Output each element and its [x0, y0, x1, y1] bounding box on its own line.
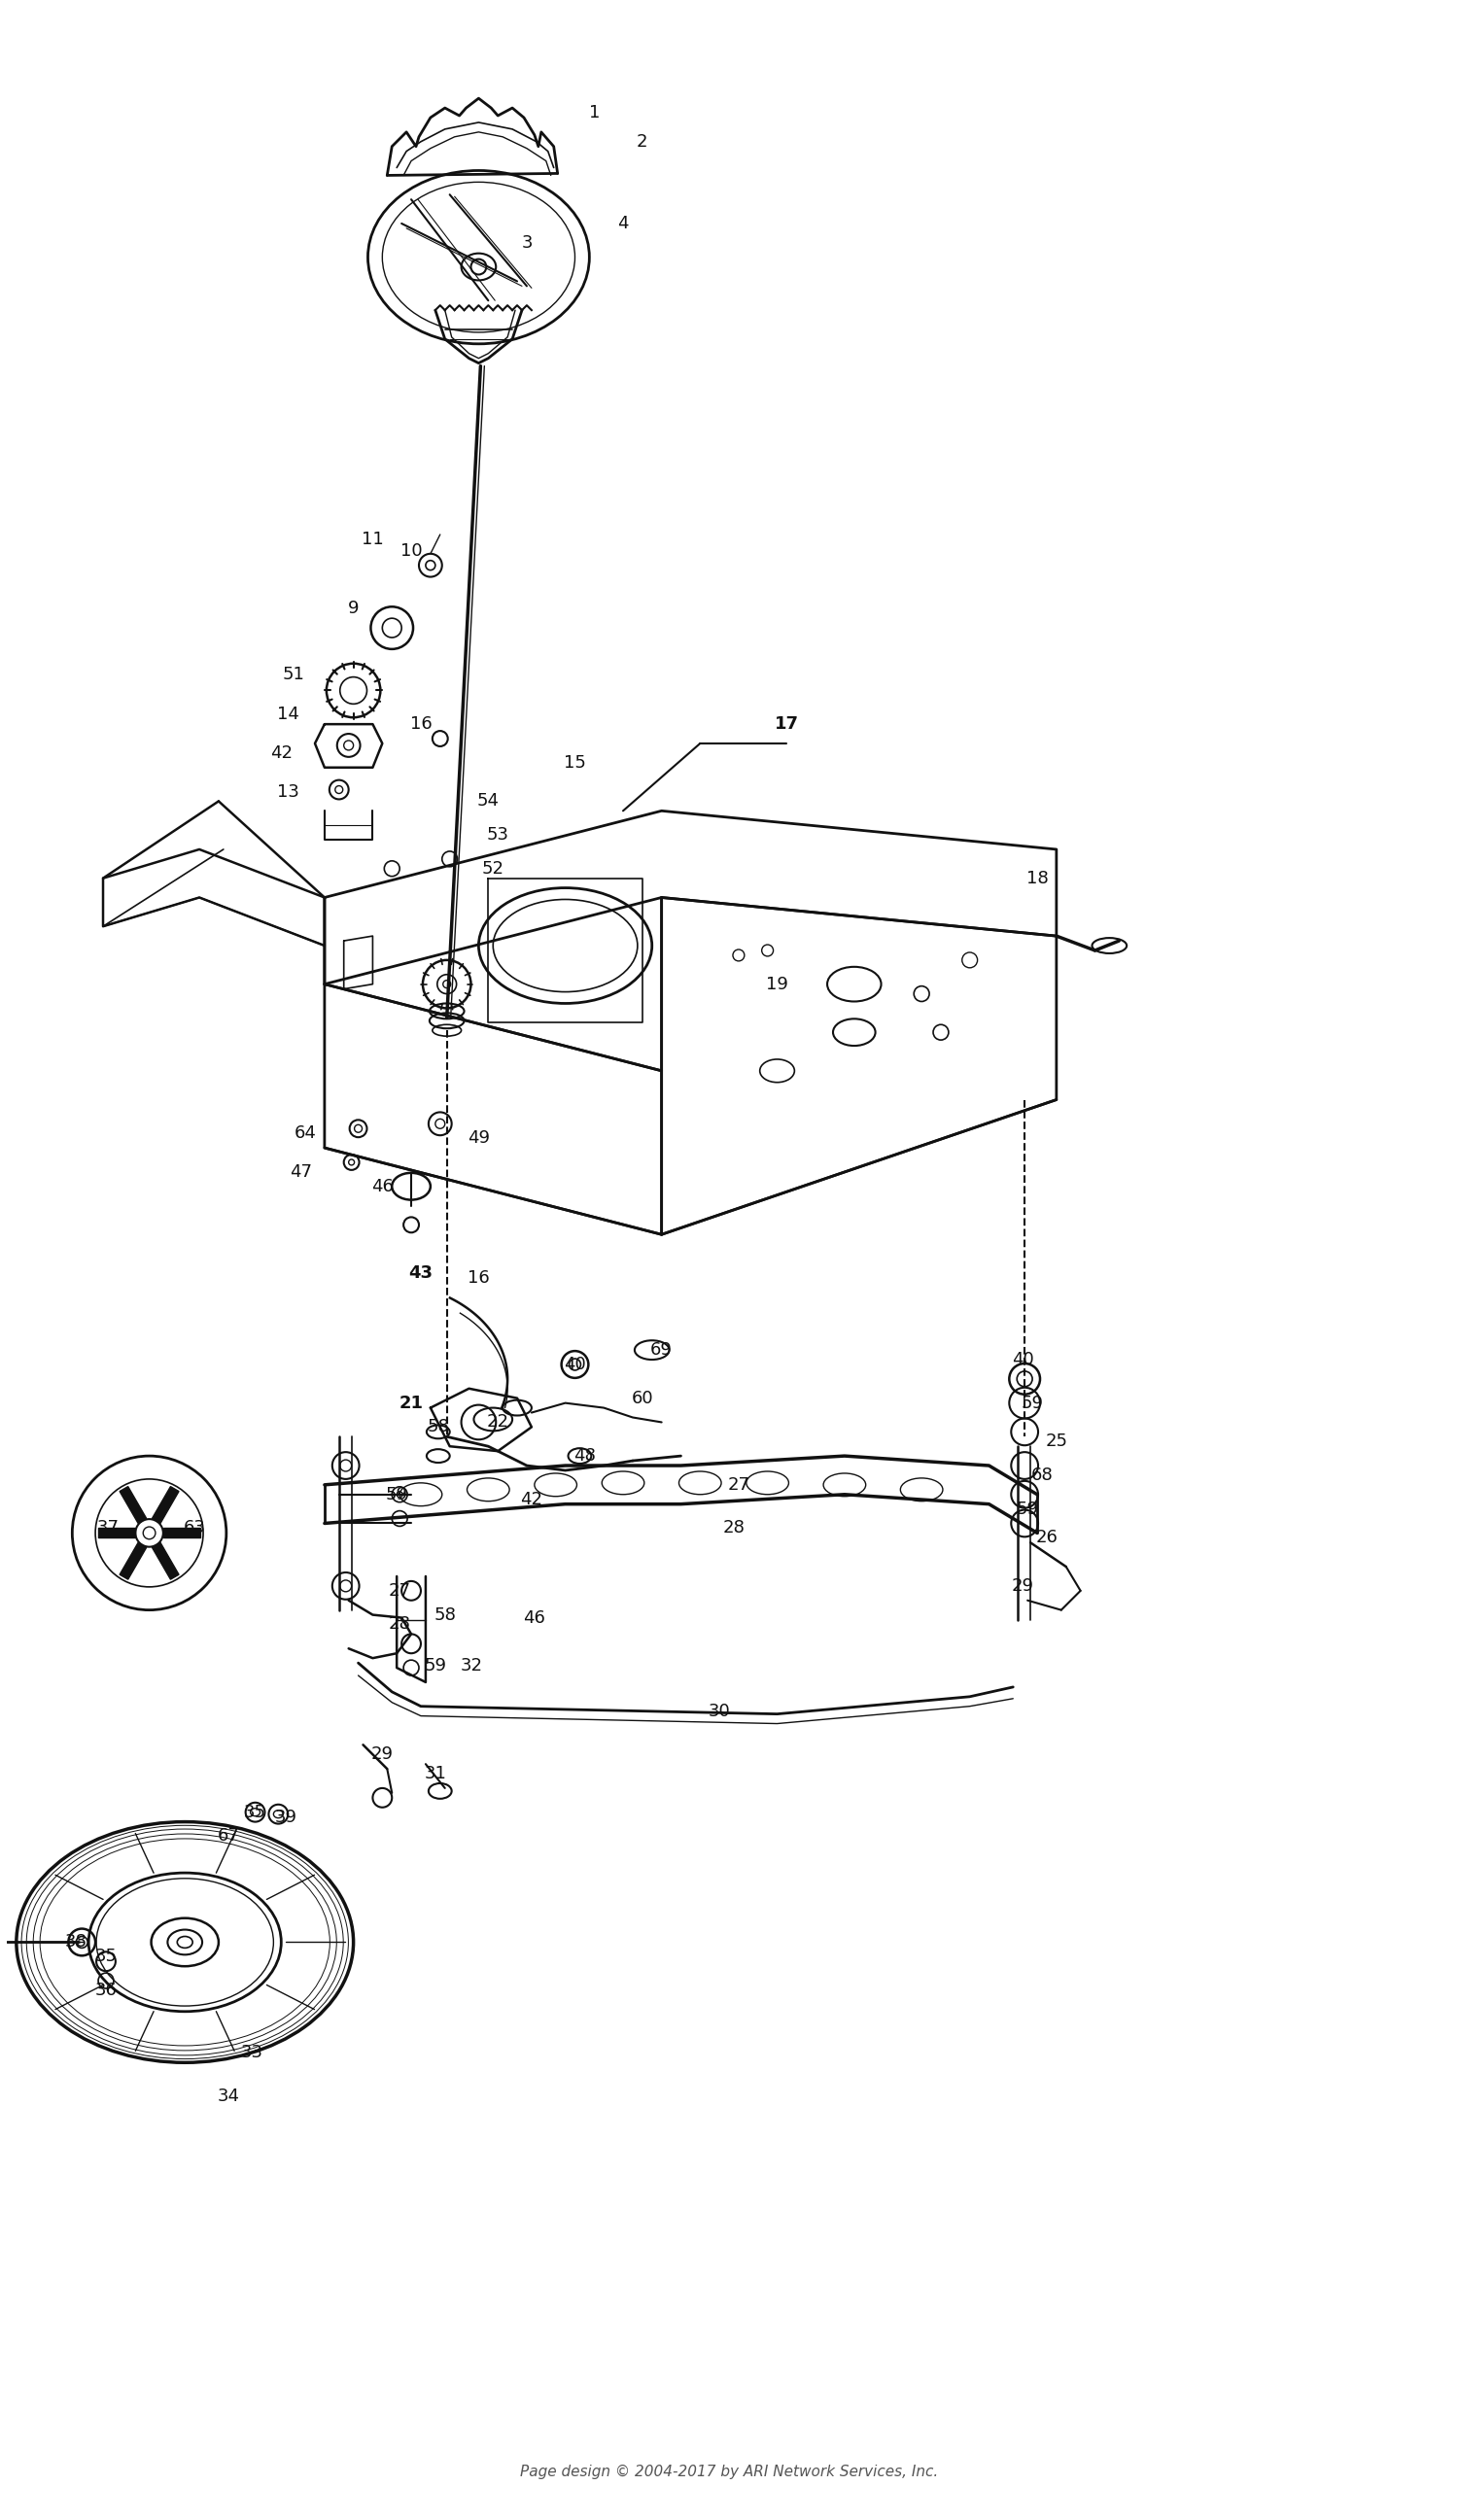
Text: 59: 59 — [1021, 1394, 1044, 1411]
Text: 69: 69 — [650, 1341, 672, 1358]
Text: 53: 53 — [487, 827, 509, 844]
Text: 54: 54 — [477, 791, 500, 809]
Text: 19: 19 — [765, 975, 789, 993]
Polygon shape — [163, 1527, 200, 1537]
Text: 68: 68 — [1031, 1467, 1053, 1484]
Text: 46: 46 — [523, 1608, 545, 1625]
Text: 33: 33 — [241, 2044, 264, 2061]
Text: 29: 29 — [372, 1746, 394, 1764]
Polygon shape — [120, 1487, 146, 1525]
Text: 63: 63 — [184, 1520, 206, 1537]
Text: 10: 10 — [399, 542, 423, 559]
Text: 51: 51 — [283, 665, 305, 683]
Polygon shape — [120, 1542, 146, 1580]
Text: 47: 47 — [289, 1164, 312, 1182]
Polygon shape — [152, 1487, 179, 1525]
Text: 59: 59 — [385, 1487, 408, 1504]
Text: 40: 40 — [1012, 1351, 1034, 1368]
Text: 59: 59 — [424, 1658, 446, 1676]
Text: 29: 29 — [1012, 1578, 1034, 1595]
Text: 36: 36 — [95, 1981, 117, 1998]
Text: 34: 34 — [217, 2087, 239, 2104]
Text: 43: 43 — [408, 1265, 433, 1283]
Text: 30: 30 — [709, 1704, 730, 1719]
Text: 25: 25 — [1045, 1434, 1067, 1449]
Text: 16: 16 — [468, 1270, 490, 1288]
Text: 39: 39 — [276, 1809, 297, 1827]
Text: 52: 52 — [483, 859, 504, 877]
Text: 49: 49 — [468, 1129, 490, 1147]
Polygon shape — [152, 1542, 179, 1580]
Text: 35: 35 — [95, 1948, 117, 1966]
Text: 13: 13 — [277, 784, 299, 801]
Text: 40: 40 — [564, 1356, 586, 1373]
Text: 28: 28 — [388, 1615, 411, 1633]
Text: 14: 14 — [277, 706, 299, 723]
Text: 60: 60 — [631, 1389, 653, 1406]
Polygon shape — [99, 1527, 136, 1537]
Text: 64: 64 — [295, 1124, 316, 1142]
Text: 67: 67 — [217, 1827, 239, 1845]
Text: 3: 3 — [521, 234, 532, 252]
Text: 26: 26 — [1035, 1530, 1059, 1547]
Text: 46: 46 — [372, 1177, 394, 1194]
Text: 21: 21 — [399, 1394, 423, 1411]
Text: 27: 27 — [388, 1583, 411, 1600]
Text: 27: 27 — [728, 1477, 749, 1494]
Text: 38: 38 — [66, 1933, 87, 1950]
Text: 15: 15 — [564, 753, 586, 771]
Text: 42: 42 — [270, 743, 293, 761]
Text: 48: 48 — [573, 1446, 596, 1464]
Text: 9: 9 — [348, 600, 359, 617]
Text: 16: 16 — [410, 716, 432, 733]
Text: 35: 35 — [243, 1804, 267, 1822]
Text: 2: 2 — [637, 134, 647, 151]
Text: 58: 58 — [434, 1605, 456, 1623]
Text: Page design © 2004-2017 by ARI Network Services, Inc.: Page design © 2004-2017 by ARI Network S… — [521, 2465, 937, 2480]
Text: 11: 11 — [362, 532, 383, 547]
Text: 1: 1 — [589, 103, 599, 121]
Text: 22: 22 — [487, 1414, 509, 1431]
Text: 42: 42 — [521, 1489, 542, 1507]
Text: 31: 31 — [424, 1764, 446, 1782]
Text: 4: 4 — [618, 214, 628, 232]
Text: 28: 28 — [723, 1520, 745, 1537]
Text: 32: 32 — [461, 1658, 483, 1676]
Text: 58: 58 — [427, 1419, 449, 1436]
Text: 59: 59 — [1016, 1499, 1038, 1517]
Text: 37: 37 — [96, 1520, 120, 1537]
Text: 17: 17 — [774, 716, 799, 733]
Text: 18: 18 — [1026, 869, 1048, 887]
